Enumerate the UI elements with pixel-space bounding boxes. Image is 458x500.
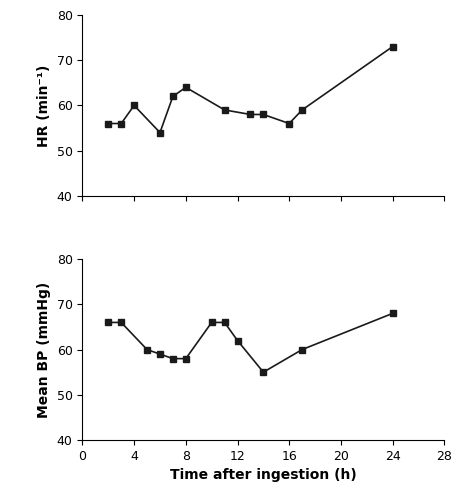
Y-axis label: Mean BP (mmHg): Mean BP (mmHg) xyxy=(37,282,51,418)
Y-axis label: HR (min⁻¹): HR (min⁻¹) xyxy=(37,64,51,146)
X-axis label: Time after ingestion (h): Time after ingestion (h) xyxy=(170,468,357,482)
